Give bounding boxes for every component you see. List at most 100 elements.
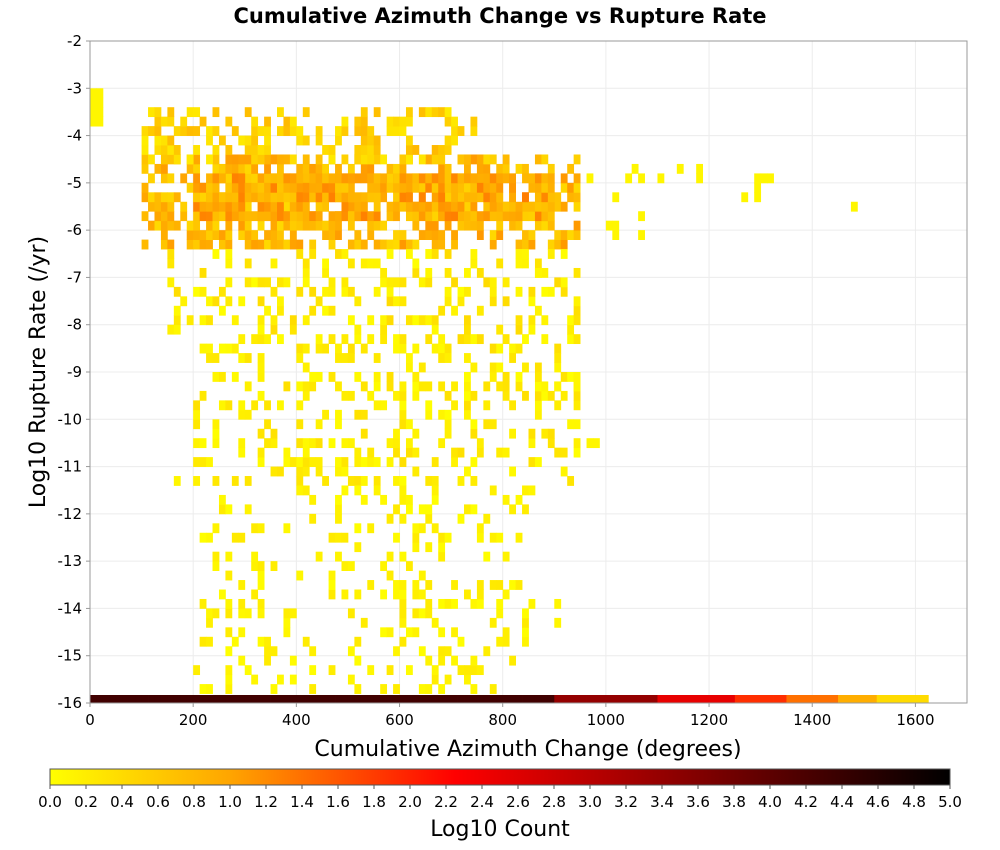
heatmap-cell	[167, 201, 175, 212]
heatmap-cell	[354, 523, 362, 534]
heatmap-cell	[160, 239, 168, 250]
heatmap-cell	[386, 570, 394, 581]
heatmap-cell	[522, 258, 529, 269]
heatmap-cell	[341, 192, 349, 203]
heatmap-cell	[347, 182, 355, 193]
heatmap-cell	[451, 627, 458, 638]
floor-row-cell	[786, 695, 794, 703]
floor-row-cell	[90, 695, 97, 703]
heatmap-cell	[212, 523, 220, 534]
heatmap-cell	[193, 154, 201, 165]
heatmap-cell	[393, 504, 400, 515]
heatmap-cell	[386, 457, 394, 467]
floor-row-cell	[360, 695, 368, 703]
heatmap-cell	[438, 211, 446, 222]
heatmap-cell	[522, 192, 529, 203]
floor-row-cell	[96, 695, 104, 703]
floor-row-cell	[631, 695, 639, 703]
heatmap-cell	[457, 211, 465, 222]
heatmap-cell	[464, 381, 471, 392]
heatmap-cell	[541, 192, 549, 203]
heatmap-cell	[302, 636, 310, 647]
heatmap-cell	[231, 154, 239, 165]
heatmap-cell	[522, 636, 529, 647]
heatmap-cell	[360, 381, 368, 392]
heatmap-cell	[405, 211, 413, 222]
heatmap-cell	[425, 598, 433, 609]
heatmap-cell	[464, 192, 471, 203]
floor-row-cell	[489, 695, 497, 703]
heatmap-cell	[405, 135, 413, 146]
heatmap-cell	[528, 239, 536, 250]
heatmap-cell	[160, 145, 168, 155]
heatmap-cell	[360, 617, 368, 628]
heatmap-cell	[335, 466, 342, 477]
heatmap-cell	[399, 580, 407, 590]
heatmap-cell	[438, 334, 446, 345]
heatmap-cell	[496, 343, 504, 354]
heatmap-cell	[160, 192, 168, 203]
heatmap-cell	[438, 107, 446, 118]
heatmap-cell	[509, 655, 517, 666]
heatmap-cell	[438, 551, 446, 562]
heatmap-cell	[470, 476, 478, 486]
heatmap-cell	[328, 589, 336, 600]
heatmap-cell	[850, 201, 858, 212]
x-tick-label: 600	[385, 711, 414, 729]
heatmap-cell	[277, 466, 284, 477]
heatmap-cell	[412, 343, 420, 354]
heatmap-cell	[476, 447, 484, 458]
heatmap-cell	[534, 362, 542, 373]
heatmap-cells	[90, 88, 929, 703]
floor-row-cell	[728, 695, 736, 703]
heatmap-cell	[386, 277, 394, 288]
heatmap-cell	[225, 674, 233, 685]
heatmap-cell	[393, 201, 400, 212]
floor-row-cell	[193, 695, 201, 703]
heatmap-cell	[206, 353, 213, 363]
heatmap-cell	[386, 201, 394, 212]
heatmap-cell	[296, 485, 304, 496]
heatmap-cell	[212, 192, 220, 203]
heatmap-cell	[315, 192, 323, 203]
heatmap-cell	[547, 192, 555, 203]
heatmap-cell	[541, 390, 549, 401]
heatmap-cell	[322, 220, 329, 231]
heatmap-cell	[451, 457, 458, 467]
heatmap-cell	[528, 230, 536, 240]
heatmap-cell	[405, 353, 413, 363]
heatmap-cell	[451, 381, 458, 392]
heatmap-cell	[489, 362, 497, 373]
heatmap-cell	[754, 192, 762, 203]
heatmap-cell	[302, 192, 310, 203]
heatmap-cell	[212, 145, 220, 155]
heatmap-cell	[238, 627, 246, 638]
floor-row-cell	[734, 695, 742, 703]
heatmap-cell	[496, 324, 504, 335]
heatmap-cell	[470, 457, 478, 467]
heatmap-cell	[373, 400, 381, 411]
heatmap-cell	[354, 589, 362, 600]
heatmap-cell	[309, 494, 317, 505]
heatmap-cell	[206, 608, 213, 619]
floor-row-cell	[838, 695, 845, 703]
floor-row-cell	[167, 695, 175, 703]
heatmap-cell	[141, 163, 149, 174]
heatmap-cell	[393, 343, 400, 354]
heatmap-cell	[193, 211, 201, 222]
heatmap-cell	[380, 220, 388, 231]
heatmap-cell	[393, 163, 400, 174]
heatmap-cell	[457, 192, 465, 203]
heatmap-cell	[264, 163, 271, 174]
heatmap-cell	[418, 107, 426, 118]
heatmap-cell	[193, 201, 201, 212]
heatmap-cell	[464, 220, 471, 231]
floor-row-cell	[850, 695, 858, 703]
heatmap-cell	[425, 267, 433, 278]
heatmap-cell	[309, 220, 317, 231]
heatmap-cell	[186, 220, 194, 231]
heatmap-cell	[451, 116, 458, 127]
heatmap-cell	[296, 343, 304, 354]
heatmap-cell	[386, 296, 394, 307]
floor-row-cell	[515, 695, 523, 703]
